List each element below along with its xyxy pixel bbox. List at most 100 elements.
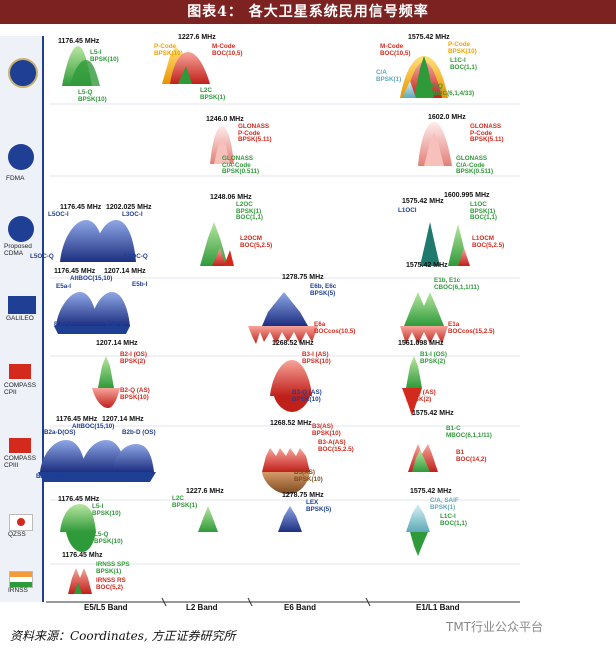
signal-label: L2OCM BOC(5,2.5)	[240, 235, 273, 249]
signal-label: B2-I (OS) BPSK(2)	[120, 351, 147, 365]
signal-label: E5b-I	[132, 281, 148, 288]
signal-label: IRNSS SPS BPSK(1)	[96, 561, 130, 575]
frequency-label: 1278.75 MHz	[282, 492, 324, 499]
signal-label: B3(AS) BPSK(10)	[294, 469, 323, 483]
signal-label: L1OCM BOC(5,2.5)	[472, 235, 505, 249]
signal-label: L1C-I BOC(1,1)	[450, 57, 477, 71]
band-label: E6 Band	[284, 603, 317, 612]
gps-l5-spectrum	[62, 46, 100, 86]
qzss-l1-spectrum	[406, 504, 430, 556]
japan-flag-icon	[9, 514, 33, 531]
frequency-label: 1176.45 MHz	[56, 416, 98, 423]
glonass-l2oc-spectrum	[200, 222, 234, 266]
signal-label: C/A BPSK(1)	[376, 69, 402, 83]
compass2-b3-spectrum	[270, 360, 312, 412]
india-flag-icon	[9, 571, 33, 588]
signal-label: B3-A(AS) BOC(15,2.5)	[318, 439, 354, 453]
glonass-l2-spectrum	[210, 126, 234, 164]
frequency-label: 1176.45 MHz	[58, 38, 100, 45]
galileo-e5-spectrum	[54, 292, 130, 334]
signal-label: AltBOC(15,10)	[72, 423, 115, 430]
qzss-e6-spectrum	[278, 506, 302, 532]
signal-label: E6a BOCcos(10,5)	[314, 321, 356, 335]
frequency-label: 1575.42 MHz	[402, 198, 444, 205]
signal-label: AltBOC(15,10)	[70, 275, 113, 282]
signal-label: L5-I BPSK(10)	[90, 49, 119, 63]
frequency-label: 1575.42 MHz	[408, 34, 450, 41]
frequency-label: 1575.42 MHz	[406, 262, 448, 269]
signal-label: L2OC BPSK(1) BOC(1,1)	[236, 201, 263, 222]
signal-label: L5-Q BPSK(10)	[94, 531, 123, 545]
signal-label: E5a-I	[56, 283, 72, 290]
signal-label: L5OC-Q	[30, 253, 54, 260]
signal-label: P-Code BPSK(10)	[448, 41, 477, 55]
frequency-label: 1176.45 MHz	[60, 204, 102, 211]
frequency-label: 1248.06 MHz	[210, 194, 252, 201]
signal-label: B3(AS) BPSK(10)	[312, 423, 341, 437]
signal-label: L2C BPSK(1)	[172, 495, 198, 509]
signal-label: E1b, E1c CBOC(6,1,1/11)	[434, 277, 480, 291]
signal-label: B2a-D(OS)	[44, 429, 76, 436]
system-label: COMPASS CPII	[4, 382, 37, 396]
frequency-label: 1246.0 MHz	[206, 116, 244, 123]
frequency-label: 1268.52 MHz	[272, 340, 314, 347]
spectrum-drawing	[0, 36, 520, 607]
qzss-l5-spectrum	[60, 504, 96, 552]
frequency-diagram: FDMA Proposed CDMA GALILEO COMPASS CPII …	[0, 26, 616, 616]
frequency-label: 1227.6 MHz	[178, 34, 216, 41]
frequency-label: 1561.098 MHz	[398, 340, 444, 347]
figure-title: 图表4： 各大卫星系统民用信号频率	[0, 0, 616, 24]
frequency-label: 1176.45 MHz	[58, 496, 100, 503]
gps-l1-spectrum	[400, 56, 448, 98]
system-column-divider	[42, 36, 44, 602]
signal-label: GLONASS P-Code BPSK(5.11)	[238, 123, 272, 144]
signal-label: B2-Q (AS) BPSK(10)	[120, 387, 150, 401]
compass2-b2-spectrum	[92, 356, 120, 408]
signal-label: B3-Q (AS) BPSK(10)	[292, 389, 322, 403]
galileo-e1-spectrum	[400, 292, 448, 344]
system-label: QZSS	[8, 531, 26, 538]
signal-label: L1OC BPSK(1) BOC(1,1)	[470, 201, 497, 222]
signal-label: B2b-D (OS)	[122, 429, 156, 436]
glonass-l1-spectrum	[418, 122, 452, 166]
signal-label: B2b-P (OS)	[98, 473, 132, 480]
signal-label: B1-C MBOC(6,1,1/11)	[446, 425, 492, 439]
signal-label: LEX BPSK(5)	[306, 499, 332, 513]
band-label: E1/L1 Band	[416, 603, 460, 612]
signal-label: IRNSS RS BOC(5,2)	[96, 577, 126, 591]
band-label: L2 Band	[186, 603, 218, 612]
frequency-label: 1278.75 MHz	[282, 274, 324, 281]
signal-label: C/A, SAIF BPSK(1)	[430, 497, 459, 511]
irnss-l5-spectrum	[68, 568, 92, 594]
system-label: FDMA	[6, 175, 25, 182]
frequency-label: 1575.42 MHz	[412, 410, 454, 417]
signal-label: L1C-I BOC(1,1)	[440, 513, 467, 527]
frequency-label: 1207.14 MHz	[104, 268, 146, 275]
frequency-label: 1227.6 MHz	[186, 488, 224, 495]
frequency-label: 1176.45 Mhz	[62, 552, 103, 559]
system-label: COMPASS CPIII	[4, 455, 37, 469]
frequency-label: 1268.52 MHz	[270, 420, 312, 427]
signal-label: GLONASS C/A-Code BPSK(0.511)	[222, 155, 260, 176]
frequency-label: 1575.42 MHz	[410, 488, 452, 495]
signal-label: L5-Q BPSK(10)	[78, 89, 107, 103]
source-note: 资料来源：Coordinates, 方正证券研究所	[10, 629, 236, 643]
signal-label: P-Code BPSK(10)	[154, 43, 183, 57]
qzss-l2-spectrum	[198, 506, 218, 532]
china-flag-icon	[9, 364, 31, 379]
signal-label: L5-I BPSK(10)	[92, 503, 121, 517]
gps-l2-spectrum	[162, 46, 210, 84]
signal-label: B2a-P(OS)	[36, 473, 68, 480]
signal-label: M-Code BOC(10,5)	[380, 43, 411, 57]
compass2-b1-spectrum	[402, 356, 422, 416]
galileo-logo-icon	[8, 296, 36, 314]
compass3-b3-spectrum	[262, 448, 310, 494]
galileo-e6-spectrum	[248, 292, 318, 344]
glonass-cdma-emblem-icon	[8, 216, 34, 242]
china-flag-icon	[9, 438, 31, 453]
glonass-l5oc-spectrum	[60, 220, 136, 262]
signal-label: L1C-Q TMBOC(6,1,4/33)	[424, 83, 475, 97]
signal-label: E1a BOCcos(15,2.5)	[448, 321, 495, 335]
signal-label: L5OC-I	[48, 211, 69, 218]
signal-label: L3OC-I	[122, 211, 143, 218]
